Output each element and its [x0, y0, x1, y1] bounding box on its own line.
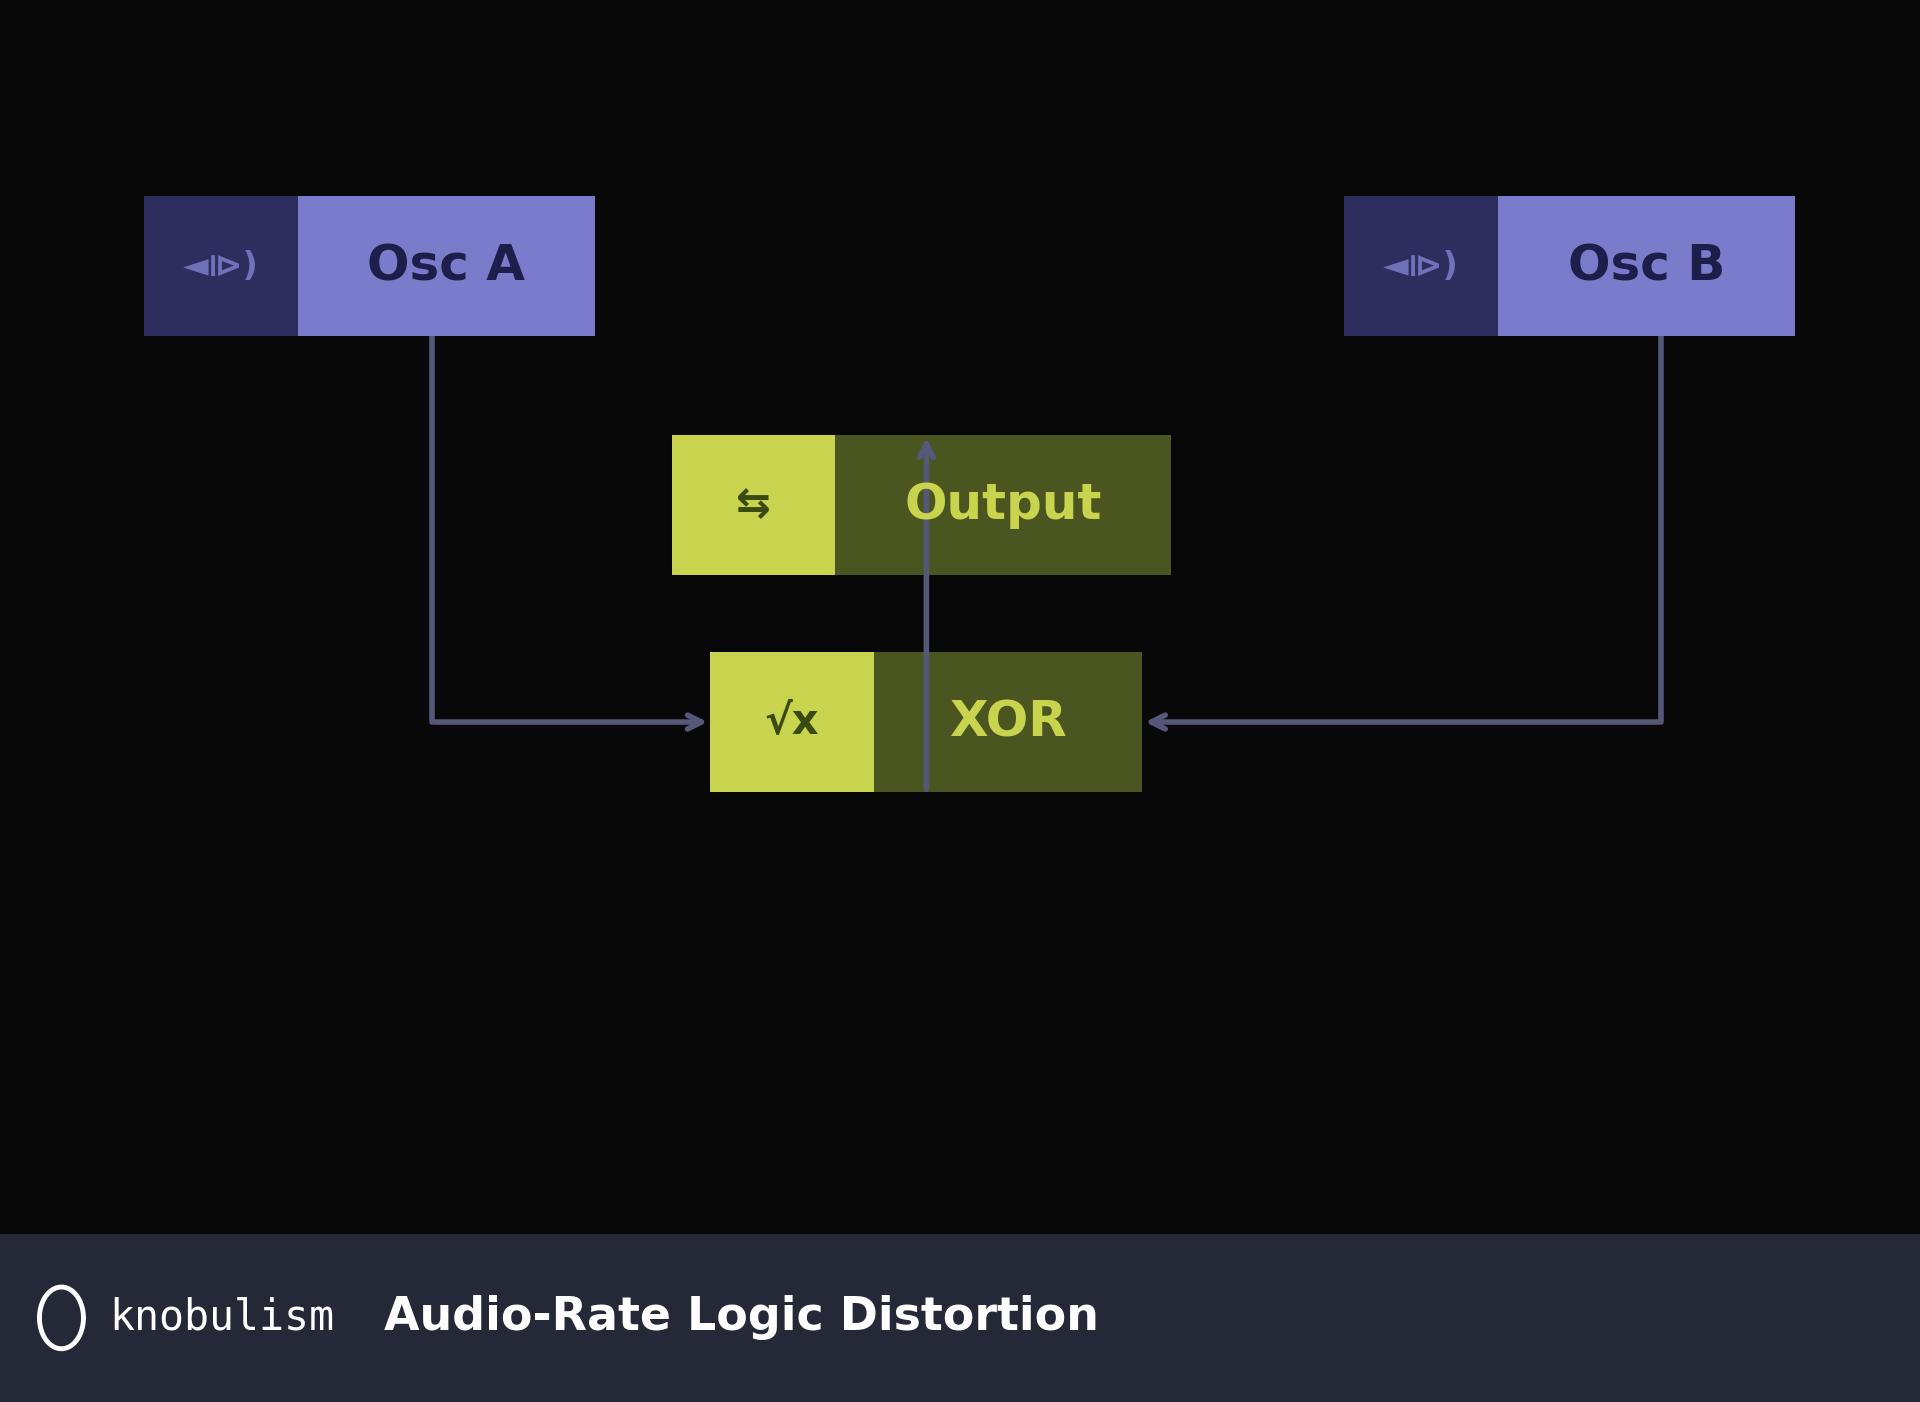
Bar	[0, 1234, 1920, 1402]
Text: XOR: XOR	[948, 698, 1068, 746]
FancyBboxPatch shape	[144, 196, 298, 336]
Text: Output: Output	[904, 481, 1102, 529]
Text: √x: √x	[764, 701, 820, 743]
FancyBboxPatch shape	[835, 435, 1171, 575]
FancyBboxPatch shape	[1498, 196, 1795, 336]
FancyBboxPatch shape	[1344, 196, 1498, 336]
Text: ◄⧐): ◄⧐)	[182, 250, 259, 283]
Text: Audio-Rate Logic Distortion: Audio-Rate Logic Distortion	[384, 1295, 1098, 1340]
Text: ⇆: ⇆	[735, 484, 772, 526]
Text: knobulism: knobulism	[109, 1297, 334, 1339]
FancyBboxPatch shape	[874, 652, 1142, 792]
FancyBboxPatch shape	[298, 196, 595, 336]
Text: Osc B: Osc B	[1569, 243, 1724, 290]
Text: Osc A: Osc A	[367, 243, 526, 290]
FancyBboxPatch shape	[672, 435, 835, 575]
Text: ◄⧐): ◄⧐)	[1382, 250, 1459, 283]
FancyBboxPatch shape	[710, 652, 874, 792]
